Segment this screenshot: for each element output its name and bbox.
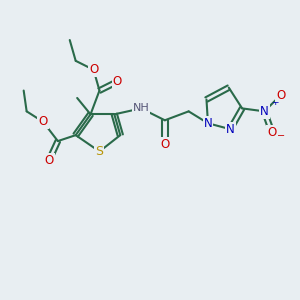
Text: O: O xyxy=(113,75,122,88)
Text: O: O xyxy=(276,88,285,101)
Text: O: O xyxy=(44,154,54,167)
Text: O: O xyxy=(267,126,277,139)
Text: O: O xyxy=(89,63,98,76)
Text: N: N xyxy=(204,117,212,130)
Text: O: O xyxy=(160,138,170,151)
Text: NH: NH xyxy=(133,103,149,113)
Text: O: O xyxy=(38,115,48,128)
Text: S: S xyxy=(95,145,104,158)
Text: N: N xyxy=(226,123,235,136)
Text: −: − xyxy=(277,131,285,141)
Text: +: + xyxy=(271,98,278,107)
Text: N: N xyxy=(260,105,269,118)
